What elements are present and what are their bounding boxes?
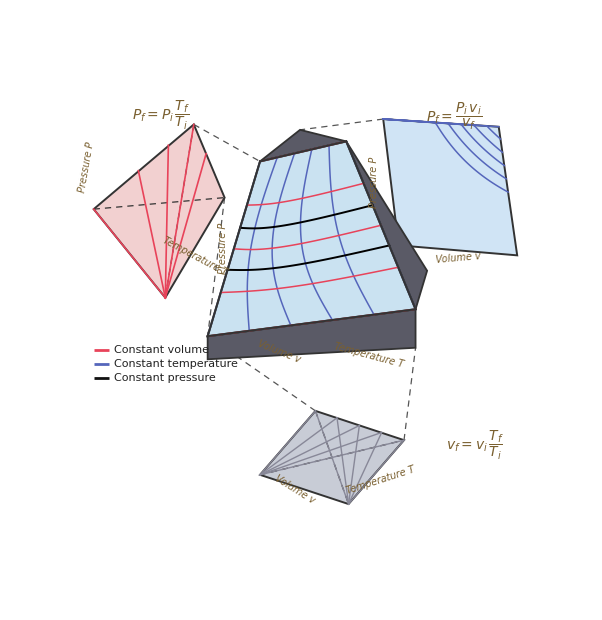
Text: $v_f = v_i\,\dfrac{T_f}{T_i}$: $v_f = v_i\,\dfrac{T_f}{T_i}$ bbox=[446, 428, 504, 462]
Text: Temperature T: Temperature T bbox=[333, 342, 405, 370]
Polygon shape bbox=[208, 309, 415, 360]
Text: $P_f = P_i\,\dfrac{T_f}{T_i}$: $P_f = P_i\,\dfrac{T_f}{T_i}$ bbox=[132, 99, 190, 132]
Text: $P_f = \dfrac{P_i\,v_i}{v_f}$: $P_f = \dfrac{P_i\,v_i}{v_f}$ bbox=[426, 101, 482, 133]
Polygon shape bbox=[260, 130, 346, 161]
Text: Constant pressure: Constant pressure bbox=[114, 373, 216, 383]
Text: Temperature T: Temperature T bbox=[344, 464, 416, 495]
Text: Volume v: Volume v bbox=[256, 339, 302, 365]
Text: Pressure P: Pressure P bbox=[369, 157, 379, 208]
Polygon shape bbox=[208, 141, 415, 336]
Polygon shape bbox=[346, 141, 427, 309]
Text: Constant temperature: Constant temperature bbox=[114, 359, 238, 369]
Text: Volume v: Volume v bbox=[435, 251, 481, 265]
Text: Volume v: Volume v bbox=[273, 473, 317, 506]
Polygon shape bbox=[383, 119, 517, 255]
Polygon shape bbox=[260, 411, 404, 504]
Text: Pressure P: Pressure P bbox=[78, 141, 96, 193]
Text: Pressure P: Pressure P bbox=[218, 223, 228, 274]
Text: Constant volume: Constant volume bbox=[114, 345, 209, 355]
Polygon shape bbox=[94, 125, 225, 298]
Text: Temperature T: Temperature T bbox=[161, 236, 229, 278]
